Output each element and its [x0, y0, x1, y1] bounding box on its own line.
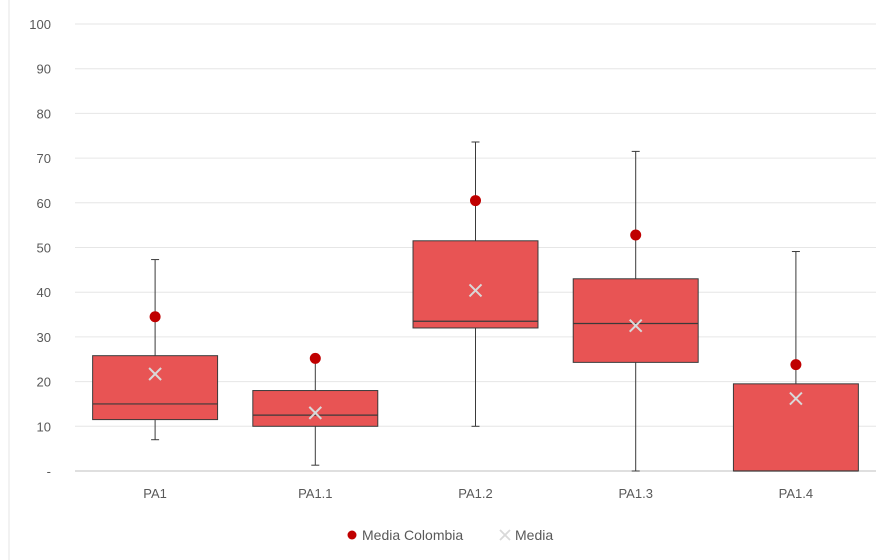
mean-marker: [308, 406, 323, 420]
media-colombia-point: [790, 359, 802, 371]
x-axis-categories: PA1 PA1.1 PA1.2 PA1.3 PA1.4: [143, 486, 813, 501]
box-pa1-3: [572, 150, 699, 472]
legend-item-media: Media: [499, 527, 553, 543]
media-colombia-point: [309, 352, 321, 364]
mean-marker: [148, 367, 162, 381]
y-tick-label: 100: [29, 17, 51, 32]
y-tick-label: 50: [37, 241, 51, 256]
y-tick-label: 40: [37, 285, 51, 300]
y-tick-label: 10: [37, 419, 51, 434]
category-label: PA1: [143, 486, 167, 501]
mean-marker: [789, 391, 803, 406]
iqr-box: [412, 240, 539, 329]
legend-marker-circle: [347, 530, 357, 540]
media-colombia-point: [149, 311, 161, 323]
mean-marker: [468, 283, 483, 298]
category-label: PA1.2: [458, 486, 492, 501]
mean-marker: [628, 319, 643, 333]
y-tick-label: 20: [37, 375, 51, 390]
box-pa1: [92, 259, 219, 441]
media-colombia-point: [470, 195, 481, 207]
iqr-box: [92, 355, 219, 421]
y-tick-label: 30: [37, 330, 51, 345]
box-pa1-2: [412, 141, 539, 427]
box-pa1-4: [732, 251, 859, 472]
legend: Media Colombia Media: [347, 527, 553, 543]
legend-item-media-colombia: Media Colombia: [347, 527, 463, 543]
iqr-box: [732, 383, 859, 472]
category-label: PA1.3: [618, 486, 652, 501]
iqr-box: [252, 390, 379, 427]
y-tick-label: 70: [37, 151, 51, 166]
y-tick-label: -: [47, 464, 51, 479]
media-colombia-point: [630, 229, 642, 241]
box-pa1-1: [252, 352, 379, 466]
iqr-box: [572, 278, 699, 363]
legend-label-media-colombia: Media Colombia: [362, 527, 463, 543]
category-label: PA1.4: [779, 486, 813, 501]
y-tick-label: 90: [37, 62, 51, 77]
legend-marker-x: [499, 529, 511, 541]
y-axis-ticks: - 10 20 30 40 50 60 70 80 90 100: [29, 17, 51, 479]
y-tick-label: 80: [37, 106, 51, 121]
y-tick-label: 60: [37, 196, 51, 211]
category-label: PA1.1: [298, 486, 332, 501]
legend-label-media: Media: [515, 527, 553, 543]
boxes: [92, 141, 859, 472]
